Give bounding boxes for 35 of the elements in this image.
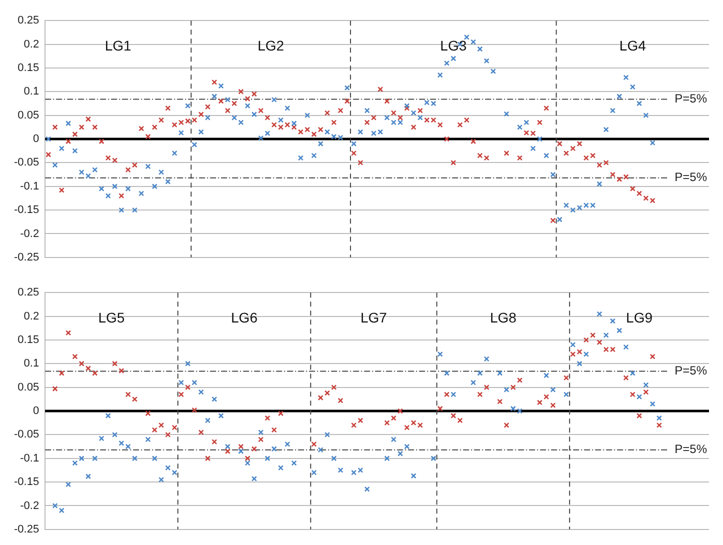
- y-tick-label: 0.1: [24, 86, 40, 98]
- y-tick-label: 0.05: [18, 381, 40, 394]
- y-tick-label: 0: [32, 405, 40, 418]
- annotation: LG1: [104, 37, 132, 54]
- y-tick-label: -0.15: [14, 204, 40, 216]
- annotation: LG9: [626, 309, 653, 326]
- y-tick-label: -0.05: [14, 156, 40, 169]
- y-tick-label: 0.2: [24, 310, 40, 322]
- y-tick-label: 0.2: [24, 38, 40, 50]
- y-tick-label: 0.05: [18, 109, 40, 122]
- y-tick-label: -0.15: [14, 476, 40, 488]
- y-tick-label: 0.15: [18, 334, 40, 346]
- y-tick-label: -0.1: [20, 452, 40, 464]
- y-tick-label: 0.1: [24, 358, 40, 370]
- y-tick-label: -0.25: [14, 251, 40, 264]
- y-tick-label: -0.1: [20, 180, 40, 192]
- annotation: LG2: [258, 37, 284, 54]
- annotation: LG6: [231, 309, 258, 326]
- annotation: LG7: [360, 309, 388, 326]
- annotation: P=5%: [674, 364, 708, 378]
- annotation: LG3: [440, 37, 467, 54]
- annotation: P=5%: [674, 92, 708, 106]
- y-tick-label: 0.15: [18, 62, 40, 74]
- annotation: P=5%: [674, 442, 708, 456]
- y-tick-label: -0.2: [20, 228, 40, 240]
- y-tick-label: -0.25: [14, 523, 40, 536]
- annotation: LG8: [490, 309, 517, 326]
- y-tick-label: 0: [32, 133, 40, 146]
- y-tick-label: -0.05: [14, 428, 40, 441]
- y-tick-label: 0.25: [18, 14, 40, 27]
- annotation: LG4: [619, 37, 646, 54]
- y-tick-label: 0.25: [18, 286, 40, 299]
- y-tick-label: -0.2: [20, 500, 40, 512]
- annotation: P=5%: [674, 170, 708, 184]
- annotation: LG5: [98, 309, 125, 326]
